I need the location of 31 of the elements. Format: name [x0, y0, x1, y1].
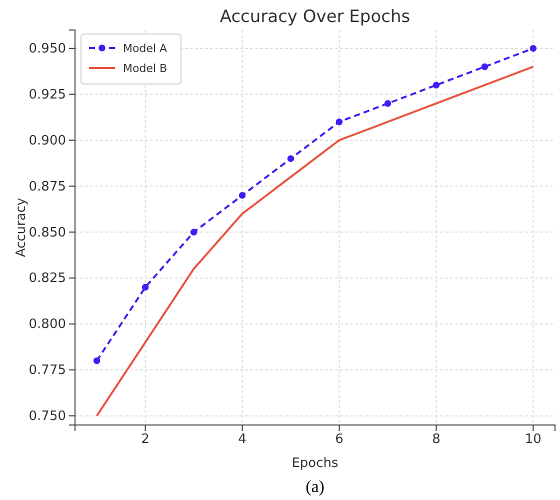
- legend-label: Model A: [123, 42, 168, 55]
- point: [287, 155, 294, 162]
- text: (a): [306, 477, 324, 496]
- x-tick-label: 2: [141, 432, 150, 448]
- x-tick-label: 4: [238, 432, 246, 448]
- y-tick-label: 0.875: [28, 179, 66, 194]
- point: [530, 44, 537, 52]
- point: [238, 192, 246, 199]
- point: [190, 228, 198, 236]
- point: [384, 100, 392, 107]
- point: [432, 82, 440, 88]
- point: [336, 118, 343, 126]
- point: [93, 357, 100, 364]
- y-tick-label: 0.825: [28, 271, 66, 286]
- y-tick-label: 0.775: [28, 363, 66, 378]
- y-tick-label: 0.950: [28, 42, 66, 57]
- legend-label: Model B: [123, 62, 168, 75]
- y-tick-label: 0.900: [28, 133, 66, 148]
- line-series: [96, 66, 534, 417]
- y-axis-title: Accuracy: [14, 198, 29, 258]
- point: [481, 63, 488, 70]
- x-tick-label: 8: [432, 432, 440, 448]
- y-tick-label: 0.800: [28, 317, 66, 332]
- chart-title: Accuracy Over Epochs: [220, 7, 410, 27]
- x-tick-label: 10: [524, 432, 542, 448]
- x-tick-label: 6: [335, 432, 344, 448]
- x-axis-title: Epochs: [292, 456, 339, 471]
- y-tick-label: 0.750: [28, 408, 66, 424]
- point: [142, 284, 149, 291]
- y-tick-label: 0.925: [28, 87, 66, 102]
- y-tick-label: 0.850: [28, 225, 66, 240]
